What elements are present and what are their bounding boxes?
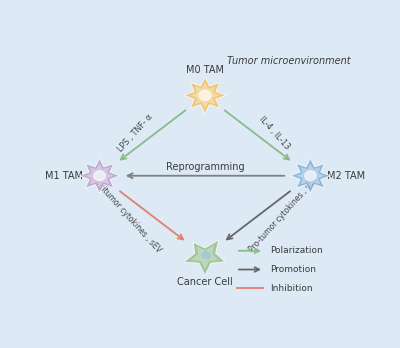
Polygon shape	[184, 240, 225, 275]
Polygon shape	[296, 164, 324, 188]
Text: Inhibition: Inhibition	[270, 284, 313, 293]
Text: LPS , TNF- α: LPS , TNF- α	[116, 112, 154, 153]
Text: Polarization: Polarization	[270, 246, 323, 255]
Text: Cancer Cell: Cancer Cell	[177, 277, 233, 287]
Polygon shape	[190, 245, 219, 269]
Polygon shape	[290, 158, 330, 193]
Text: M2 TAM: M2 TAM	[327, 171, 365, 181]
Circle shape	[94, 171, 105, 181]
Text: Tumor microenvironment: Tumor microenvironment	[227, 56, 350, 65]
Text: Promotion: Promotion	[270, 265, 316, 274]
Text: M0 TAM: M0 TAM	[186, 65, 224, 75]
Circle shape	[199, 90, 211, 101]
Text: M1 TAM: M1 TAM	[45, 171, 83, 181]
Circle shape	[305, 171, 316, 181]
Text: Antitumor cytokines , sEV: Antitumor cytokines , sEV	[90, 175, 162, 254]
Polygon shape	[86, 164, 114, 188]
Text: IL-4 , IL-13: IL-4 , IL-13	[258, 114, 292, 151]
Circle shape	[202, 252, 210, 259]
FancyBboxPatch shape	[42, 35, 368, 316]
Polygon shape	[190, 82, 220, 108]
Polygon shape	[80, 158, 120, 193]
Text: Reprogramming: Reprogramming	[166, 162, 244, 172]
Polygon shape	[184, 77, 226, 113]
Text: Pro-tumor cytokines , sEV: Pro-tumor cytokines , sEV	[248, 175, 320, 254]
